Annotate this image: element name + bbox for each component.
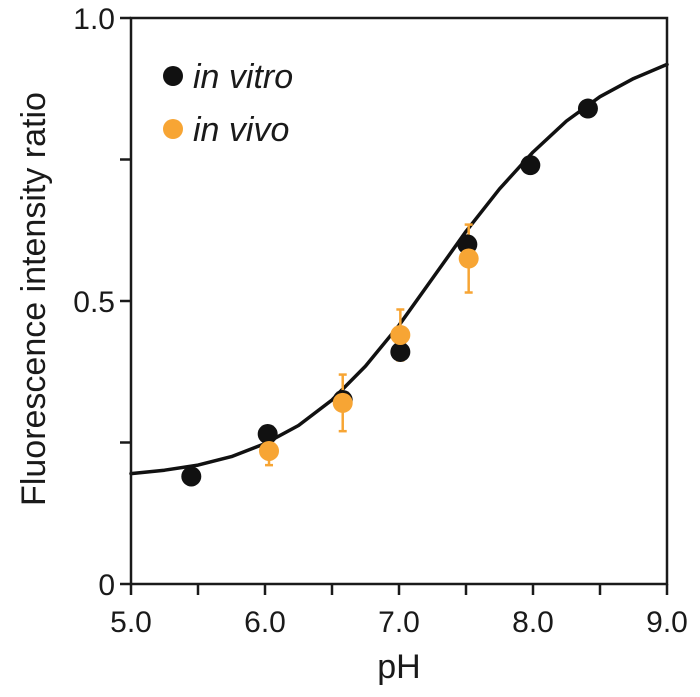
in-vitro-point-6 xyxy=(577,98,598,119)
in-vitro-point-5 xyxy=(520,155,541,176)
x-tick-label-4: 9.0 xyxy=(646,606,688,639)
x-tick-label-2: 7.0 xyxy=(378,606,420,639)
tick-labels-layer: 5.0 6.0 7.0 8.0 9.0 0 0.5 1.0 xyxy=(73,3,688,639)
y-tick-label-0: 0 xyxy=(98,569,115,602)
x-tick-label-3: 8.0 xyxy=(512,606,554,639)
legend-marker-in-vivo xyxy=(163,119,183,139)
axes-layer xyxy=(120,16,669,595)
error-bar-layer xyxy=(265,223,473,467)
in-vitro-point-0 xyxy=(181,466,202,487)
y-axis-title: Fluorescence intensity ratio xyxy=(15,92,53,506)
y-tick-label-2: 1.0 xyxy=(73,3,115,36)
in-vivo-point-1 xyxy=(332,392,353,413)
in-vivo-point-3 xyxy=(458,248,479,269)
x-tick-label-1: 6.0 xyxy=(244,606,286,639)
legend-label-in-vitro: in vitro xyxy=(193,58,293,96)
legend-marker-in-vitro xyxy=(163,66,183,86)
data-points-layer xyxy=(181,98,598,487)
in-vivo-point-0 xyxy=(259,440,280,461)
legend-label-in-vivo: in vivo xyxy=(193,111,289,149)
in-vivo-point-2 xyxy=(390,324,411,345)
x-tick-label-0: 5.0 xyxy=(110,606,152,639)
legend: in vitro in vivo xyxy=(163,58,293,149)
y-tick-label-1: 0.5 xyxy=(73,286,115,319)
in-vitro-point-3 xyxy=(390,341,411,362)
x-axis-title: pH xyxy=(377,648,420,686)
in-vitro-point-1 xyxy=(257,424,278,445)
